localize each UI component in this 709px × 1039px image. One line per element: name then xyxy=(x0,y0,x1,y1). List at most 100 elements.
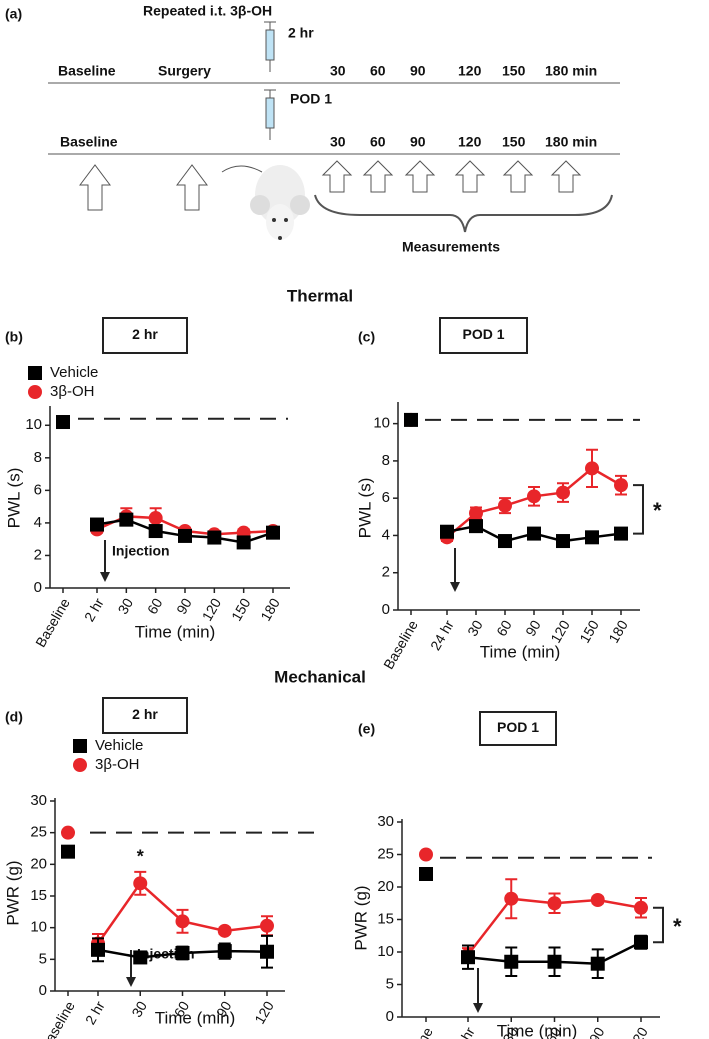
x-tick-label: 24 hr xyxy=(448,1024,478,1039)
marker xyxy=(90,517,104,532)
x-tick-label: 90 xyxy=(586,1024,608,1039)
x-tick-label: 30 xyxy=(464,617,486,639)
row-label: 30 xyxy=(330,134,346,150)
marker xyxy=(266,525,280,540)
row-label: 180 min xyxy=(545,63,597,79)
y-tick-label: 25 xyxy=(377,845,394,862)
panel-label: (a) xyxy=(5,6,22,22)
marker xyxy=(419,847,433,862)
row-label: Baseline xyxy=(60,134,118,150)
y-tick-label: 20 xyxy=(377,878,394,895)
y-tick-label: 10 xyxy=(30,919,47,936)
x-tick-label: 150 xyxy=(228,595,254,623)
marker xyxy=(61,825,75,840)
marker xyxy=(634,935,648,950)
x-tick-label: 60 xyxy=(493,617,515,639)
timing: POD 1 xyxy=(290,91,332,107)
legend-label: Vehicle xyxy=(95,737,143,754)
marker xyxy=(614,478,628,493)
row-label: 30 xyxy=(330,63,346,79)
timing-box xyxy=(479,711,557,746)
x-tick-label: 2 hr xyxy=(81,595,107,624)
x-tick-label: 90 xyxy=(173,595,195,617)
marker xyxy=(133,950,148,965)
y-tick-label: 10 xyxy=(373,415,390,432)
marker xyxy=(547,896,562,911)
significance-bracket xyxy=(633,484,644,535)
syringe xyxy=(264,21,276,140)
significance-label: * xyxy=(673,914,682,939)
x-tick-label: 90 xyxy=(522,617,544,639)
marker xyxy=(61,844,75,859)
y-axis-label: PWR (g) xyxy=(3,860,22,925)
x-tick-label: 120 xyxy=(199,595,225,623)
panel-label: (b) xyxy=(5,329,23,345)
marker xyxy=(614,526,628,541)
marker xyxy=(175,946,190,960)
y-tick-label: 8 xyxy=(382,452,390,469)
marker xyxy=(217,944,232,959)
y-axis-label: PWL (s) xyxy=(4,468,23,529)
x-tick-label: Baseline xyxy=(37,998,78,1039)
marker xyxy=(236,535,251,550)
timing-box xyxy=(102,317,188,354)
x-tick-label: Baseline xyxy=(380,617,421,672)
timing-box xyxy=(439,317,528,354)
x-tick-label: Baseline xyxy=(395,1024,436,1039)
x-tick-label: 150 xyxy=(576,617,602,645)
timing-box-label: 2 hr xyxy=(132,326,158,342)
legend-label: 3β-OH xyxy=(95,756,139,773)
timing-box-label: POD 1 xyxy=(497,719,539,735)
point-annotation: * xyxy=(137,847,144,867)
x-axis-label: Time (min) xyxy=(480,642,561,661)
y-tick-label: 4 xyxy=(34,514,42,531)
y-tick-label: 10 xyxy=(25,416,42,433)
y-tick-label: 10 xyxy=(377,943,394,960)
y-tick-label: 15 xyxy=(30,887,47,904)
y-tick-label: 30 xyxy=(30,792,47,809)
marker xyxy=(469,506,483,521)
brace xyxy=(314,194,613,233)
timing-box-label: 2 hr xyxy=(132,706,158,722)
row-label: 60 xyxy=(370,134,386,150)
row-label: 120 xyxy=(458,63,482,79)
legend-marker xyxy=(73,758,87,772)
y-tick-label: 5 xyxy=(386,975,394,992)
marker xyxy=(590,956,605,971)
marker xyxy=(148,524,163,539)
marker xyxy=(461,950,475,965)
panel-label: (d) xyxy=(5,709,23,725)
x-tick-label: 90 xyxy=(213,998,235,1020)
legend-marker xyxy=(28,366,42,380)
section-title: Mechanical xyxy=(274,667,366,686)
y-tick-label: 0 xyxy=(39,982,47,999)
injection-arrow-head xyxy=(473,1003,483,1013)
y-tick-label: 25 xyxy=(30,824,47,841)
y-tick-label: 8 xyxy=(34,449,42,466)
marker xyxy=(527,489,541,504)
section-title: Thermal xyxy=(287,286,353,305)
marker xyxy=(217,923,232,938)
row-label: 90 xyxy=(410,63,426,79)
marker xyxy=(175,914,190,929)
marker xyxy=(207,530,222,545)
x-tick-label: 24 hr xyxy=(427,617,457,653)
x-tick-label: Baseline xyxy=(32,595,73,650)
injection-arrow-head xyxy=(126,977,136,987)
y-tick-label: 0 xyxy=(34,579,42,596)
mouse xyxy=(221,165,310,240)
marker xyxy=(634,900,648,915)
y-tick-label: 30 xyxy=(377,813,394,830)
injection-arrow-head xyxy=(100,572,110,582)
x-tick-label: 120 xyxy=(251,998,277,1026)
y-tick-label: 6 xyxy=(34,481,42,498)
legend-marker xyxy=(73,739,87,753)
x-tick-label: 30 xyxy=(114,595,136,617)
row-label: Baseline xyxy=(58,63,116,79)
row-label: Surgery xyxy=(158,63,211,79)
timing-box xyxy=(102,697,188,734)
y-tick-label: 0 xyxy=(386,1008,394,1025)
measurement-arrows xyxy=(79,160,582,211)
diagram-title: Repeated i.t. 3β-OH xyxy=(143,3,272,19)
